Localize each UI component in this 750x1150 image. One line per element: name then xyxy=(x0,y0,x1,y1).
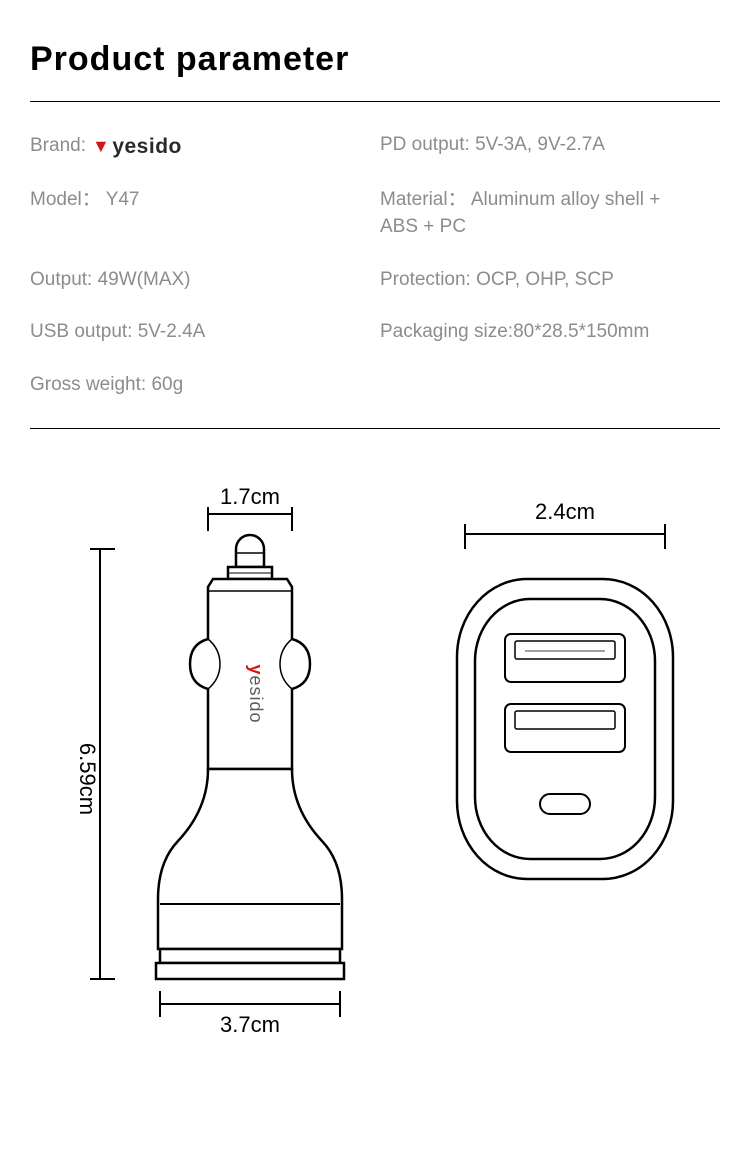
side-view-svg: 1.7cm 6.59cm 3.7cm xyxy=(60,479,390,1039)
dim-height: 6.59cm xyxy=(75,743,100,815)
spec-label: USB output: xyxy=(30,321,132,342)
side-view-diagram: 1.7cm 6.59cm 3.7cm xyxy=(60,479,390,1044)
brand-accent-letter: y xyxy=(112,132,124,161)
specs-grid: Brand: ▼yesido PD output: 5V-3A, 9V-2.7A… xyxy=(30,102,720,429)
brand-triangle-icon: ▼ xyxy=(92,134,110,159)
top-view-diagram: 2.4cm xyxy=(425,479,705,1044)
spec-protection: Protection: OCP, OHP, SCP xyxy=(380,267,720,294)
spec-value: 5V-3A, 9V-2.7A xyxy=(475,134,605,155)
spec-label: Model： xyxy=(30,189,101,210)
brand-label: Brand: xyxy=(30,133,86,160)
spec-value: 49W(MAX) xyxy=(98,269,191,290)
spec-material: Material： Aluminum alloy shell + ABS + P… xyxy=(380,187,720,240)
top-view-svg: 2.4cm xyxy=(425,479,705,959)
spec-usb-output: USB output: 5V-2.4A xyxy=(30,319,370,346)
spec-label: Gross weight: xyxy=(30,374,146,395)
charger-side-outline xyxy=(156,535,344,979)
spec-pd-output: PD output: 5V-3A, 9V-2.7A xyxy=(380,132,720,159)
brand-logo: ▼yesido xyxy=(92,132,182,161)
spec-packaging: Packaging size:80*28.5*150mm xyxy=(380,319,720,346)
spec-value: 80*28.5*150mm xyxy=(513,321,649,342)
diagram-area: 1.7cm 6.59cm 3.7cm xyxy=(30,469,720,1044)
spec-value: OCP, OHP, SCP xyxy=(476,269,614,290)
spec-value: Y47 xyxy=(106,189,140,210)
spec-label: PD output: xyxy=(380,134,470,155)
spec-label: Output: xyxy=(30,269,92,290)
dim-top-width: 1.7cm xyxy=(220,484,280,509)
product-logo-text: yesido xyxy=(246,665,266,724)
charger-top-outline xyxy=(457,579,673,879)
dim-top-view-width: 2.4cm xyxy=(535,499,595,524)
spec-value: 5V-2.4A xyxy=(138,321,206,342)
spec-weight: Gross weight: 60g xyxy=(30,372,370,399)
spec-label: Packaging size: xyxy=(380,321,513,342)
spec-output: Output: 49W(MAX) xyxy=(30,267,370,294)
spec-brand: Brand: ▼yesido xyxy=(30,132,370,161)
dim-bottom-width: 3.7cm xyxy=(220,1012,280,1037)
spec-value: 60g xyxy=(151,374,183,395)
spec-label: Protection: xyxy=(380,269,471,290)
spec-label: Material： xyxy=(380,189,467,210)
brand-name: esido xyxy=(125,132,182,161)
page-title: Product parameter xyxy=(30,40,720,102)
spec-model: Model： Y47 xyxy=(30,187,370,240)
